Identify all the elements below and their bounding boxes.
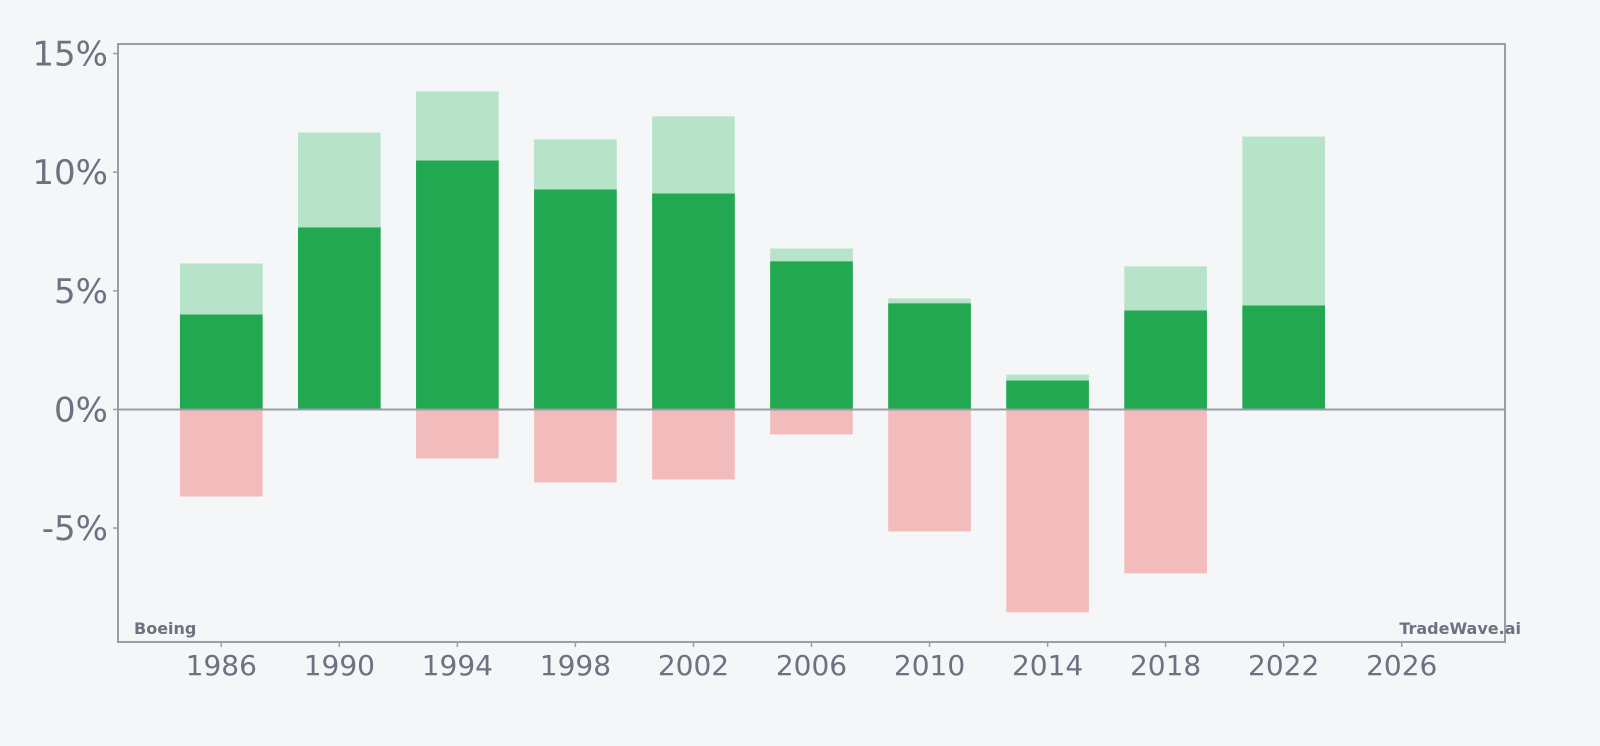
bar-min-1994: [416, 409, 499, 459]
x-tick-label: 2002: [658, 649, 729, 682]
x-tick-label: 2006: [776, 649, 847, 682]
bar-min-2010: [888, 409, 971, 532]
bar-mean-2010: [888, 303, 971, 410]
x-tick-label: 2018: [1130, 649, 1201, 682]
bar-mean-2022: [1242, 305, 1325, 410]
y-tick-label: 5%: [54, 272, 108, 312]
watermark-ticker: Boeing: [134, 619, 196, 638]
bar-min-1986: [179, 409, 263, 497]
y-tick-label: 15%: [32, 34, 108, 74]
x-tick-label: 1986: [186, 649, 257, 682]
bars-group: [179, 91, 1325, 613]
watermark-brand: TradeWave.ai: [1399, 619, 1521, 638]
bar-mean-2014: [1006, 380, 1089, 410]
bar-min-2014: [1006, 409, 1089, 613]
bar-mean-1990: [298, 227, 381, 410]
x-tick-label: 2014: [1012, 649, 1083, 682]
y-axis: 15% 10% 5% 0% -5%: [32, 34, 118, 549]
x-tick-label: 1990: [304, 649, 375, 682]
bar-mean-2002: [652, 193, 735, 410]
bar-min-2006: [770, 409, 853, 435]
bar-mean-1994: [416, 160, 499, 410]
y-tick-label: -5%: [42, 509, 108, 549]
x-tick-label: 2010: [894, 649, 965, 682]
bar-mean-1986: [179, 314, 263, 410]
y-tick-label: 0%: [54, 390, 108, 430]
x-axis: 1986 1990 1994 1998 2002 2006 2010 2014 2018 2022…: [186, 642, 1437, 682]
y-tick-label: 10%: [32, 153, 108, 193]
x-tick-label: 2022: [1248, 649, 1319, 682]
x-tick-label: 2026: [1366, 649, 1437, 682]
x-tick-label: 1998: [540, 649, 611, 682]
bar-mean-2006: [770, 261, 853, 410]
bar-min-2018: [1124, 409, 1207, 574]
bar-mean-2018: [1124, 310, 1207, 410]
bar-min-1998: [534, 409, 617, 483]
bar-min-2002: [652, 409, 735, 480]
bar-mean-1998: [534, 189, 617, 410]
x-tick-label: 1994: [422, 649, 493, 682]
